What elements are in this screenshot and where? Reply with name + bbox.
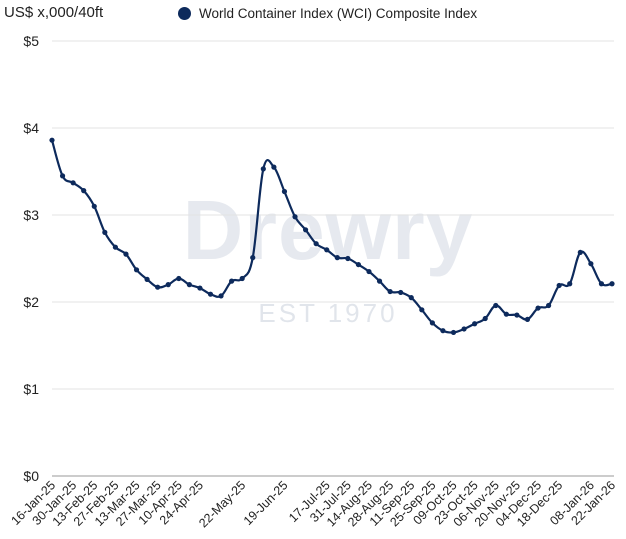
data-point — [429, 320, 435, 326]
y-tick-label: $0 — [23, 468, 39, 484]
data-point — [123, 251, 129, 257]
data-point — [588, 261, 594, 267]
data-point — [133, 267, 140, 273]
data-point — [472, 321, 478, 327]
y-tick-label: $4 — [23, 120, 39, 136]
data-point — [503, 311, 509, 317]
data-point — [324, 247, 330, 253]
data-point — [197, 285, 203, 291]
data-point — [514, 312, 520, 318]
data-point — [250, 255, 256, 261]
data-point — [419, 307, 425, 313]
data-point — [70, 180, 76, 186]
data-point — [239, 275, 245, 282]
data-point — [376, 278, 383, 284]
data-point — [556, 282, 562, 289]
data-point — [334, 255, 340, 261]
data-point — [292, 214, 298, 220]
x-tick-label: 22-May-25 — [196, 478, 248, 530]
data-point — [355, 261, 362, 268]
data-point — [155, 284, 161, 290]
data-point — [546, 302, 552, 309]
data-point — [598, 281, 605, 287]
watermark-tagline: EST 1970 — [258, 298, 397, 328]
data-point — [609, 281, 615, 287]
data-point — [567, 281, 573, 287]
data-point — [102, 229, 108, 235]
x-tick-label: 19-Jun-25 — [241, 478, 291, 528]
data-point — [229, 278, 235, 284]
data-point — [81, 188, 87, 194]
data-point — [440, 328, 446, 334]
data-point — [461, 326, 467, 332]
y-tick-label: $3 — [23, 207, 39, 223]
data-point — [218, 293, 224, 299]
data-point — [398, 289, 404, 296]
data-point — [186, 282, 192, 288]
data-point — [302, 227, 309, 233]
data-point — [91, 203, 97, 209]
data-point — [144, 276, 150, 282]
data-point — [524, 316, 531, 322]
data-point — [577, 249, 583, 256]
legend-label: World Container Index (WCI) Composite In… — [199, 6, 478, 21]
data-point — [271, 164, 277, 170]
data-point — [366, 268, 372, 275]
data-point — [260, 166, 266, 172]
data-point — [112, 244, 118, 250]
data-point — [59, 173, 66, 179]
data-point — [493, 302, 499, 309]
data-point — [176, 275, 182, 282]
data-point — [207, 291, 214, 297]
legend-marker-icon — [178, 7, 191, 20]
data-point — [313, 241, 319, 247]
data-point — [535, 305, 541, 311]
data-point — [482, 315, 488, 322]
y-tick-label: $1 — [23, 381, 39, 397]
y-tick-label: $5 — [23, 33, 39, 49]
y-tick-label: $2 — [23, 294, 39, 310]
data-point — [49, 137, 55, 143]
data-point — [345, 255, 351, 262]
data-point — [387, 288, 393, 295]
data-point — [165, 282, 171, 288]
data-point — [408, 295, 414, 301]
data-point — [281, 188, 288, 195]
data-point — [450, 329, 457, 336]
y-axis-unit-label: US$ x,000/40ft — [4, 4, 104, 21]
legend: World Container Index (WCI) Composite In… — [178, 6, 477, 21]
watermark-brand: Drewry — [183, 183, 474, 277]
